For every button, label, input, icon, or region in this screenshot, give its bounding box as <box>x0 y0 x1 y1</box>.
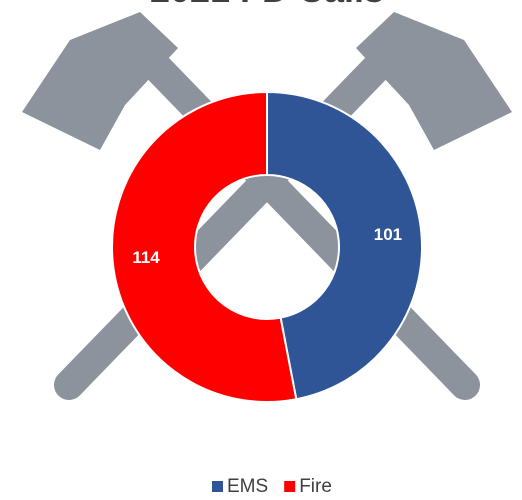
data-label: 101 <box>374 225 402 244</box>
legend-swatch <box>284 481 295 492</box>
legend-swatch <box>212 481 223 492</box>
chart: 2021 FD Calls 101 114 EMS Fire <box>0 0 522 500</box>
data-label: 114 <box>132 248 160 267</box>
chart-title: 2021 FD Calls <box>150 0 384 10</box>
donut-slice <box>267 92 422 399</box>
legend-label: EMS <box>227 476 268 497</box>
legend-label: Fire <box>299 476 332 497</box>
